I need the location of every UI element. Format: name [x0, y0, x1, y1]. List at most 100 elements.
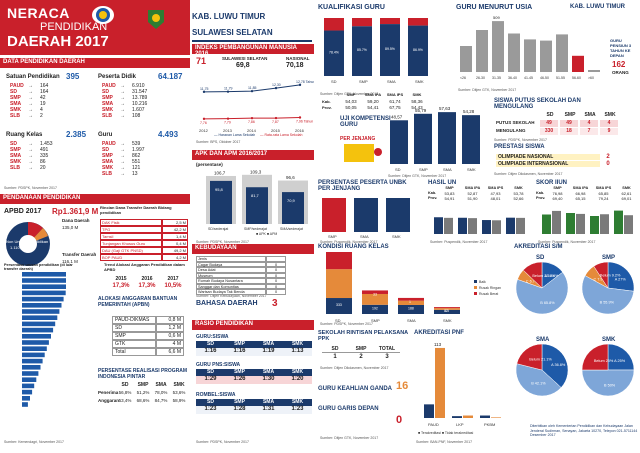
budaya-value: 0: [266, 272, 286, 278]
ppk-title: SEKOLAH RINTISAN PELAKSANA PPK: [318, 330, 408, 342]
apk-title: APK DAN APM 2016/2017: [195, 151, 268, 157]
pnf-terakreditasi-bar: [452, 416, 462, 418]
hasil-un-bar-a: [482, 220, 491, 234]
ministry-logo-icon: [92, 6, 114, 24]
kondisi-ringan-bar: [326, 269, 352, 299]
harapan-label: 11,85: [248, 86, 257, 90]
alokasi-key: PAUD-DIKMAS: [112, 316, 156, 324]
teacher-icon: [344, 144, 382, 162]
kondisi-baik-label: 333: [336, 303, 342, 307]
header-divider: [192, 40, 312, 42]
satuan-key: SLB: [10, 113, 20, 119]
trend-value: 17,3%: [138, 283, 156, 289]
un-prov-value: 54,41: [367, 105, 379, 110]
pie-slice-label: A 27%: [615, 278, 627, 282]
rata-label: 7,79: [224, 121, 231, 125]
usia-bar: [476, 30, 488, 72]
satuan-key: SMK: [10, 107, 22, 113]
keahlian-title: GURU KEAHLIAN GANDA: [318, 386, 392, 392]
pnf-title: AKREDITASI PNF: [414, 330, 464, 336]
trend-year: 2017: [167, 276, 179, 282]
un-head: SMA IPA: [364, 92, 382, 97]
kondisi-group-label: SD: [335, 318, 341, 323]
pie-slice-b: [515, 363, 562, 397]
prestasi-value: 2: [606, 154, 610, 160]
satuan-arrow: →: [28, 107, 33, 113]
kondisi-legend-swatch: [474, 280, 477, 283]
apm-bar: [210, 180, 232, 224]
apk-label: 96,6: [286, 175, 295, 180]
ipm-band: INDEKS PEMBANGUNAN MANUSIA 2016: [192, 44, 314, 57]
ipm-rank: 71: [196, 56, 207, 66]
pie-slice-label: B 42.1%: [531, 382, 546, 386]
header-title-1: NERACA: [7, 5, 70, 21]
skor-iiun-prov-value: 69,40: [552, 196, 563, 201]
kondisi-baik-bar: [362, 304, 388, 314]
trend-year: 2016: [141, 276, 153, 282]
skor-iiun-kab-value: 66,98: [575, 191, 586, 196]
satuan-key: SD: [10, 89, 17, 95]
ukg-label: 55,79: [415, 108, 427, 113]
un-head: SMK: [412, 92, 422, 97]
rasio-value: 1:31: [254, 406, 283, 414]
pie-slice-label: B 50%: [604, 383, 616, 387]
realisasi-cell: 53,4%: [118, 398, 132, 403]
ruang-arrow: →: [28, 159, 33, 165]
pendanaan-title: PENDANAAN PENDIDIKAN: [3, 195, 81, 201]
regency-logo-icon: [146, 8, 166, 30]
ruang-value: 20: [40, 165, 46, 171]
pnf-group-label: LKP: [456, 422, 464, 427]
alokasi-key: Total: [112, 348, 156, 356]
ukg-bar: [390, 120, 408, 164]
guru-arrow: →: [120, 159, 125, 165]
putus-source: Sumber: PDSPK, November 2017: [494, 138, 547, 142]
trend-year: 2015: [115, 276, 127, 282]
ge-s1-label: 86.9%: [413, 48, 423, 52]
skor-iiun-bar-a: [614, 210, 623, 234]
persentase-bar: [22, 303, 62, 308]
rata-label: 7,76: [200, 121, 207, 125]
hasil-un-prov-value: 54,91: [444, 196, 455, 201]
ppk-head: SD: [322, 346, 348, 353]
lt-s1-bar: [324, 18, 344, 31]
putus-head: SMP: [564, 112, 576, 118]
realisasi-head: SMK: [173, 382, 185, 388]
unbk-group-label: SMA: [360, 234, 369, 239]
budaya-key: Museum: [196, 272, 266, 278]
putus-value: 18: [560, 128, 578, 135]
kual-group-label: SMP: [359, 79, 368, 84]
harapan-label: 12,30: [272, 83, 281, 87]
ukg-group-label: SMP: [419, 167, 428, 172]
guru-value: 539: [132, 141, 141, 147]
non-urusan-label: Non Urusan Pendidikan: [6, 239, 49, 244]
usia-bin-label: 31-35: [492, 76, 501, 80]
rasio-value: 1:16: [196, 348, 225, 356]
peserta-value: 6.910: [132, 83, 145, 89]
guru-arrow: →: [120, 171, 125, 177]
rincian-key: DAK Fisik: [100, 219, 162, 226]
realisasi-cell: Penerima: [98, 390, 119, 395]
data-pendidikan-title: DATA PENDIDIKAN DAERAH: [3, 59, 85, 65]
satuan-arrow: →: [28, 95, 33, 101]
usia-bin-label: <26: [460, 76, 466, 80]
apm-label: 81,7: [251, 193, 260, 198]
ppk-value: 3: [385, 354, 389, 360]
ipm-year-label: 2016: [295, 128, 305, 133]
kondisi-baik-bar: [398, 304, 424, 314]
guru-key: PAUD: [102, 141, 116, 147]
kondisi-legend-swatch: [474, 292, 477, 295]
satuan-value: 42: [40, 95, 46, 101]
pnf-belum-bar: [463, 415, 473, 418]
usia-bin-label: 41-45: [524, 76, 533, 80]
dana-daerah-label: Dana Daerah: [62, 218, 90, 223]
unbk-group-label: SMP: [328, 234, 337, 239]
ipm-year-label: 2013: [223, 128, 233, 133]
trend-value: 10,5%: [164, 283, 182, 289]
skor-iiun-prov-value: 79,24: [598, 196, 609, 201]
harapan-line-point: [226, 90, 230, 93]
pnf-terakreditasi-bar: [424, 404, 434, 418]
kualifikasi-title: KUALIFIKASI GURU: [318, 4, 385, 11]
alokasi-key: SMP: [112, 332, 156, 340]
unbk-title: PERSENTASE PESERTA UNBK PER JENJANG: [318, 180, 407, 192]
pie-label: SMP: [602, 255, 615, 261]
